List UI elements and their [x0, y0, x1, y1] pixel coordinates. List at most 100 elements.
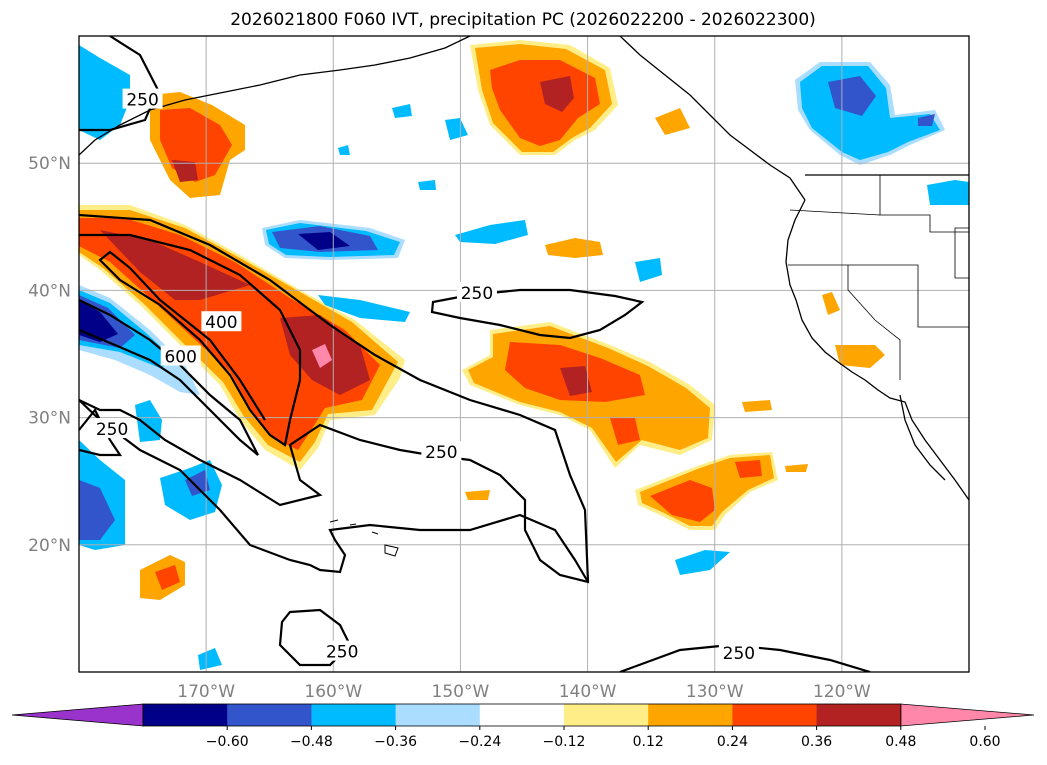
precip-negative-s6 — [338, 145, 350, 155]
contour-labels: 250 400 600 250 250 250 250 250 — [92, 88, 759, 664]
colorbar-tick-label: 0.24 — [717, 734, 748, 750]
precip-positive-small-cahi — [822, 292, 840, 315]
precip-positive-small-16n-red — [155, 565, 180, 590]
colorbar-segment — [816, 704, 902, 726]
precip-negative-s2 — [392, 104, 412, 118]
precip-pc-fills — [79, 40, 969, 670]
colorbar-segment — [311, 704, 397, 726]
colorbar-segment — [227, 704, 312, 726]
contour-label: 250 — [326, 643, 358, 663]
y-tick-label: 50°N — [28, 154, 71, 174]
border-states-2 — [879, 175, 969, 233]
map-area: 250 400 600 250 250 250 250 250 — [79, 36, 969, 672]
precip-negative-40n — [635, 258, 662, 282]
contour-label-bg-4 — [456, 281, 497, 302]
contour-label: 250 — [461, 284, 493, 304]
precip-negative-17n — [675, 550, 730, 575]
map-frame — [78, 35, 970, 673]
precip-negative-s3 — [418, 180, 436, 190]
y-tick-label: 20°N — [28, 536, 71, 556]
precip-negative-bc-mid — [828, 76, 876, 116]
contour-label: 250 — [723, 644, 755, 664]
precip-positive-ar-peak — [312, 344, 332, 368]
contour-label-bg-6 — [322, 640, 363, 661]
ivt-contour-250-s — [278, 608, 352, 667]
ivt-contour-250-sw-small — [79, 407, 123, 457]
ivt-contour-250-south — [79, 399, 589, 583]
colorbar-segment — [732, 704, 818, 726]
colorbar-extend-min — [11, 703, 144, 727]
ivt-contour-600 — [79, 299, 259, 456]
contour-label-bg-2 — [160, 345, 201, 366]
ivt-contour-250-ne — [430, 288, 645, 340]
colorbar-tick-label: 0.60 — [969, 734, 1000, 750]
precip-negative-west-dark — [79, 300, 118, 342]
precip-positive-goa-darkred — [540, 76, 574, 112]
contour-label-bg-5 — [421, 440, 462, 461]
precip-positive-small-2 — [742, 400, 772, 412]
coastlines — [79, 36, 969, 557]
x-tick-label: 160°W — [304, 682, 362, 702]
colorbar-segment — [395, 704, 481, 726]
x-tick-label: 130°W — [686, 682, 744, 702]
coastline-west-us — [785, 199, 969, 501]
precip-negative-bc-mid-2 — [918, 114, 935, 126]
precip-negative-44n-dark — [298, 232, 350, 250]
colorbar-tick-label: −0.24 — [458, 734, 501, 750]
precip-negative-38n — [318, 295, 410, 322]
precip-negative-s5 — [198, 648, 222, 670]
x-tick-label: 170°W — [177, 682, 235, 702]
contour-label-bg-0 — [122, 88, 163, 109]
colorbar-tick-label: −0.48 — [290, 734, 333, 750]
precip-negative-s1 — [445, 118, 468, 140]
precip-negative-42n — [455, 220, 528, 244]
precip-positive-small-ca — [835, 345, 885, 368]
precip-negative-22n-mid — [185, 470, 210, 496]
precip-negative-s4 — [927, 180, 969, 205]
ivt-contour-250-ar — [79, 213, 590, 584]
precip-positive-nw-darkred — [172, 160, 198, 182]
x-tick-label: 140°W — [559, 682, 617, 702]
border-states-1 — [788, 264, 969, 328]
precip-positive-small-1 — [655, 108, 690, 135]
precip-positive-ar-band-darkred — [100, 230, 250, 300]
contour-label: 250 — [126, 91, 158, 111]
contour-label: 250 — [96, 420, 128, 440]
colorbar-tick-label: 0.48 — [885, 734, 916, 750]
coastline-alaska — [79, 36, 471, 156]
contour-label: 250 — [425, 443, 457, 463]
colorbar: −0.60 −0.48 −0.36 −0.24 −0.12 0.12 0.24 0.36 0.4… — [11, 703, 1035, 750]
y-tick-label: 30°N — [28, 409, 71, 429]
colorbar-tick-label: −0.60 — [206, 734, 249, 750]
x-tick-labels: 170°W 160°W 150°W 140°W 130°W 120°W — [177, 682, 871, 702]
chart-title: 2026021800 F060 IVT, precipitation PC (2… — [230, 10, 816, 30]
contour-label-bg-3 — [92, 418, 133, 439]
x-tick-label: 120°W — [813, 682, 871, 702]
border-states-3 — [789, 209, 881, 216]
precip-positive-sub-darkred — [560, 366, 592, 396]
contour-label-bg-1 — [201, 311, 242, 332]
precip-positive-small-3 — [465, 490, 490, 500]
colorbar-tick-label: 0.36 — [801, 734, 832, 750]
contour-label: 400 — [205, 313, 237, 333]
colorbar-tick-label: 0.12 — [633, 734, 664, 750]
y-tick-label: 40°N — [28, 281, 71, 301]
precip-positive-small-42n — [545, 238, 603, 258]
precip-negative-w-blue-1 — [79, 45, 130, 140]
colorbar-segment — [143, 704, 228, 726]
ivt-contour-400 — [79, 233, 302, 447]
colorbar-tick-label: −0.36 — [374, 734, 417, 750]
border-states-ca — [847, 265, 901, 380]
contour-label: 600 — [164, 348, 196, 368]
coastline-baja — [899, 394, 946, 481]
colorbar-frame — [142, 703, 902, 727]
colorbar-extend-max — [900, 703, 1035, 727]
precip-positive-small-4 — [785, 464, 808, 472]
precip-positive-sub-red-2 — [610, 418, 640, 445]
border-states-4 — [954, 227, 969, 279]
hawaii-islands — [329, 519, 399, 557]
precip-negative-w-mid-2 — [79, 480, 115, 540]
contour-label-bg-7 — [718, 641, 759, 662]
coastline-alaska-panhandle — [619, 36, 806, 201]
